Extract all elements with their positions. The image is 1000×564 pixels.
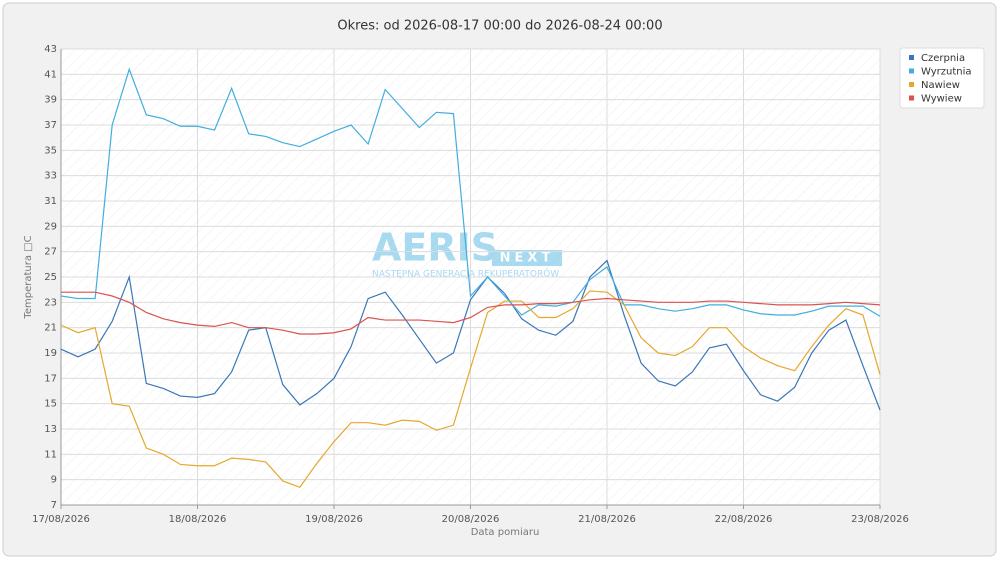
series-line <box>60 290 881 488</box>
y-tick-label: 35 <box>44 145 57 156</box>
legend-label: Wywiew <box>921 94 962 105</box>
lines <box>60 67 881 488</box>
y-tick-label: 23 <box>44 297 57 308</box>
watermark-tagline: NASTĘPNA GENERACJA REKUPERATORÓW <box>372 268 559 280</box>
y-tick-label: 33 <box>44 171 57 182</box>
legend-swatch <box>909 68 914 74</box>
y-tick-label: 11 <box>44 449 57 460</box>
grid: 7 9 11 13 15 17 19 21 23 25 27 29 31 33 35 37 39 41 43 17/0… <box>32 44 909 525</box>
y-axis-label: Temperatura □C <box>23 235 34 319</box>
x-tick-label: 21/08/2026 <box>578 514 636 525</box>
series-line <box>61 291 881 335</box>
series-line <box>60 259 881 411</box>
y-tick-label: 25 <box>44 272 57 283</box>
legend-swatch <box>909 55 914 60</box>
legend-label: Wyrzutnia <box>921 67 972 78</box>
y-tick-label: 7 <box>51 500 57 511</box>
x-tick-label: 17/08/2026 <box>32 514 90 525</box>
y-tick-label: 21 <box>44 323 57 334</box>
y-tick-label: 41 <box>44 69 57 80</box>
x-tick-label: 22/08/2026 <box>715 514 773 525</box>
y-tick-label: 31 <box>44 196 57 207</box>
y-tick-label: 13 <box>44 424 57 435</box>
y-tick-label: 9 <box>51 475 57 486</box>
legend: Czerpnia Wyrzutnia Nawiew Wywiew <box>909 53 972 105</box>
watermark-badge-bg <box>492 250 562 266</box>
y-tick-label: 27 <box>44 247 57 258</box>
x-tick-label: 19/08/2026 <box>305 514 363 525</box>
x-axis-label: Data pomiaru <box>471 527 540 538</box>
y-tick-label: 15 <box>44 399 57 410</box>
y-tick-label: 29 <box>44 221 57 232</box>
y-tick-label: 43 <box>44 44 57 55</box>
series-line <box>60 67 881 317</box>
watermark-badge: NEXT <box>500 251 555 266</box>
x-tick-label: 23/08/2026 <box>851 514 909 525</box>
legend-swatch <box>909 82 914 87</box>
legend-swatch <box>909 95 914 101</box>
y-tick-label: 37 <box>44 120 57 131</box>
y-tick-label: 17 <box>44 373 57 384</box>
x-tick-label: 18/08/2026 <box>169 514 227 525</box>
chart-title: Okres: od 2026-08-17 00:00 do 2026-08-24… <box>337 19 662 34</box>
x-tick-label: 20/08/2026 <box>442 514 500 525</box>
legend-label: Nawiew <box>921 80 960 91</box>
y-tick-label: 19 <box>44 348 57 359</box>
legend-label: Czerpnia <box>921 53 965 64</box>
watermark-brand: AERIS <box>372 226 498 270</box>
legend-box <box>899 47 985 109</box>
y-tick-label: 39 <box>44 95 57 106</box>
